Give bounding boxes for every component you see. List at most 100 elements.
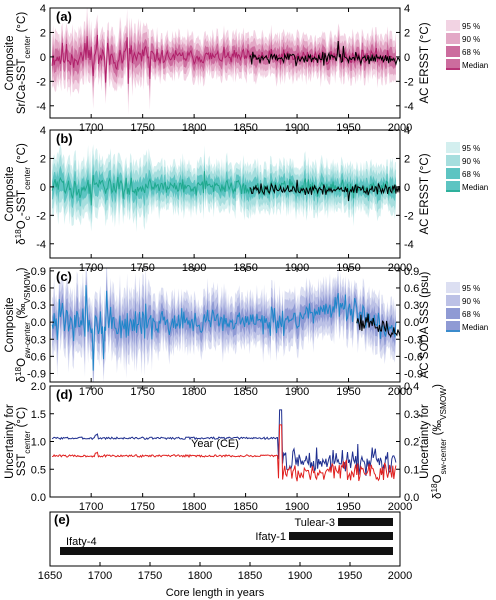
uncertainty-line-0 <box>51 409 397 476</box>
legend-swatch-b <box>446 142 460 153</box>
y-tick-label-d: 0.0 <box>31 492 46 504</box>
right-axis-label-c: AC SODA SSS (psu) <box>419 271 431 378</box>
panel-label-e: (e) <box>54 512 70 527</box>
y-axis-label-line2-c: δ18Osw-center (‰VSMOW) <box>14 267 32 382</box>
y-tick-label-c: -0.9 <box>27 368 46 380</box>
observed-line-b <box>249 179 400 202</box>
right-axis-label-line2-d: δ18Osw-center (‰VSMOW) <box>430 384 448 499</box>
confidence-band-b90-a <box>52 12 396 106</box>
legend-swatch-median-bg-b <box>446 181 460 192</box>
x-tick-label-d: 2000 <box>388 501 412 513</box>
y-right-tick-label-a: 4 <box>404 3 410 15</box>
y-tick-label-c: 0.0 <box>31 317 46 329</box>
y-right-tick-label-b: -4 <box>404 239 414 251</box>
legend-swatch-a <box>446 46 460 57</box>
y-axis-label-a: Composite <box>4 36 16 91</box>
plot-area-d <box>51 409 397 482</box>
axes-frame-c <box>49 267 401 383</box>
legend-label-c: 68 % <box>462 310 480 319</box>
y-tick-label-a: 4 <box>40 3 46 15</box>
panel-c: -0.9 -0.6 -0.3 0.0 0.3 0.6 0.9 -0.9 -0.6 -0.3 0.0 0… <box>4 266 488 398</box>
panel-label-a: (a) <box>56 9 72 24</box>
legend-label-b: 90 % <box>462 157 480 166</box>
x-tick-label-e: 1750 <box>138 570 162 582</box>
x-tick-label-e: 2000 <box>388 570 412 582</box>
x-tick-label-e: 1700 <box>88 570 112 582</box>
core-bar-2 <box>60 547 393 555</box>
x-tick-label-d: 1750 <box>130 501 154 513</box>
y-right-tick-label-b: 4 <box>404 125 410 137</box>
legend-label-a: Median <box>462 61 488 70</box>
y-axis-label-line2-a: Sr/Ca-SSTcenter (°C) <box>16 12 32 115</box>
y-right-tick-label-d: 0.1 <box>404 464 419 476</box>
x-tick-label-a: 1900 <box>285 122 309 134</box>
legend-swatch-a <box>446 20 460 31</box>
x-tick-label-a: 2000 <box>388 122 412 134</box>
x-tick-label-e: 1650 <box>38 570 62 582</box>
y-tick-label-b: 0 <box>40 182 46 194</box>
y-right-tick-label-c: 0.9 <box>404 266 419 278</box>
uncertainty-line-1 <box>52 424 397 482</box>
y-right-tick-label-c: -0.6 <box>404 351 423 363</box>
y-tick-label-c: -0.6 <box>27 351 46 363</box>
core-bar-1 <box>289 532 393 540</box>
x-tick-label-a: 1750 <box>130 122 154 134</box>
y-tick-label-d: 0.5 <box>31 464 46 476</box>
x-tick-label-e: 1950 <box>338 570 362 582</box>
core-label-2: Ifaty-4 <box>66 536 97 548</box>
y-tick-label-c: 0.6 <box>31 283 46 295</box>
y-right-tick-label-d: 0.3 <box>404 409 419 421</box>
y-right-tick-label-b: 0 <box>404 182 410 194</box>
legend-label-a: 90 % <box>462 35 480 44</box>
y-tick-label-b: 2 <box>40 153 46 165</box>
x-tick-label-d: 1850 <box>233 501 257 513</box>
y-tick-label-d: 1.5 <box>31 409 46 421</box>
legend-label-b: 95 % <box>462 144 480 153</box>
y-tick-label-d: 1.0 <box>31 437 46 449</box>
legend-label-b: 68 % <box>462 170 480 179</box>
y-tick-label-c: 0.9 <box>31 266 46 278</box>
y-axis-label-d: Uncertainty for <box>4 404 16 479</box>
x-tick-label-a: 1800 <box>182 122 206 134</box>
x-tick-label-d: 1900 <box>285 501 309 513</box>
plot-area-c <box>51 268 400 382</box>
y-right-tick-label-d: 0.4 <box>404 381 419 393</box>
x-axis-label-core-length: Core length in years <box>166 587 265 599</box>
y-tick-label-b: -4 <box>36 239 46 251</box>
y-right-tick-label-c: -0.9 <box>404 368 423 380</box>
x-tick-label-a: 1950 <box>336 122 360 134</box>
x-tick-label-c: 1700 <box>79 386 103 398</box>
right-axis-label-a: AC ERSST (°C) <box>419 22 431 103</box>
y-axis-label-b: Composite <box>4 167 16 222</box>
x-tick-label-a: 1700 <box>79 122 103 134</box>
legend-swatch-b <box>446 168 460 179</box>
x-tick-label-c: 1800 <box>182 386 206 398</box>
legend-label-c: Median <box>462 323 488 332</box>
y-axis-label-line2-d: SSTcenter (°C) <box>16 407 32 476</box>
panel-a: -4 -2 0 2 4 -4 -2 0 2 4 1700 1750 1800 1850 1900 1950 20… <box>4 3 488 134</box>
axes-frame-a <box>49 7 401 119</box>
right-axis-label-b: AC ERSST (°C) <box>419 153 431 234</box>
panel-label-d: (d) <box>56 387 73 402</box>
y-right-tick-label-d: 0.0 <box>404 492 419 504</box>
y-right-tick-label-c: 0.0 <box>404 317 419 329</box>
y-right-tick-label-a: 2 <box>404 27 410 39</box>
legend-swatch-median-bg-a <box>446 59 460 70</box>
axes-frame-b <box>49 129 401 259</box>
y-right-tick-label-b: -2 <box>404 210 414 222</box>
y-right-tick-label-c: 0.6 <box>404 283 419 295</box>
y-right-tick-label-c: -0.3 <box>404 334 423 346</box>
x-tick-label-c: 1900 <box>285 386 309 398</box>
right-axis-label-d: Uncertainty for <box>419 404 431 479</box>
y-tick-label-b: 4 <box>40 125 46 137</box>
x-tick-label-c: 1950 <box>336 386 360 398</box>
x-tick-label-e: 1800 <box>188 570 212 582</box>
core-label-1: Ifaty-1 <box>255 531 286 543</box>
legend-label-a: 68 % <box>462 48 480 57</box>
x-tick-label-d: 1700 <box>79 501 103 513</box>
observed-line-c <box>356 313 400 339</box>
legend-label-c: 95 % <box>462 284 480 293</box>
y-right-tick-label-d: 0.2 <box>404 437 419 449</box>
core-label-0: Tulear-3 <box>294 517 335 529</box>
y-tick-label-a: 2 <box>40 27 46 39</box>
